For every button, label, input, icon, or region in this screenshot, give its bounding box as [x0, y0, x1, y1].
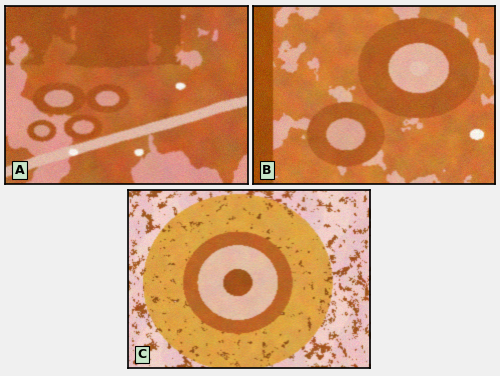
Text: A: A [14, 164, 24, 176]
Text: B: B [262, 164, 272, 176]
Text: C: C [137, 348, 146, 361]
